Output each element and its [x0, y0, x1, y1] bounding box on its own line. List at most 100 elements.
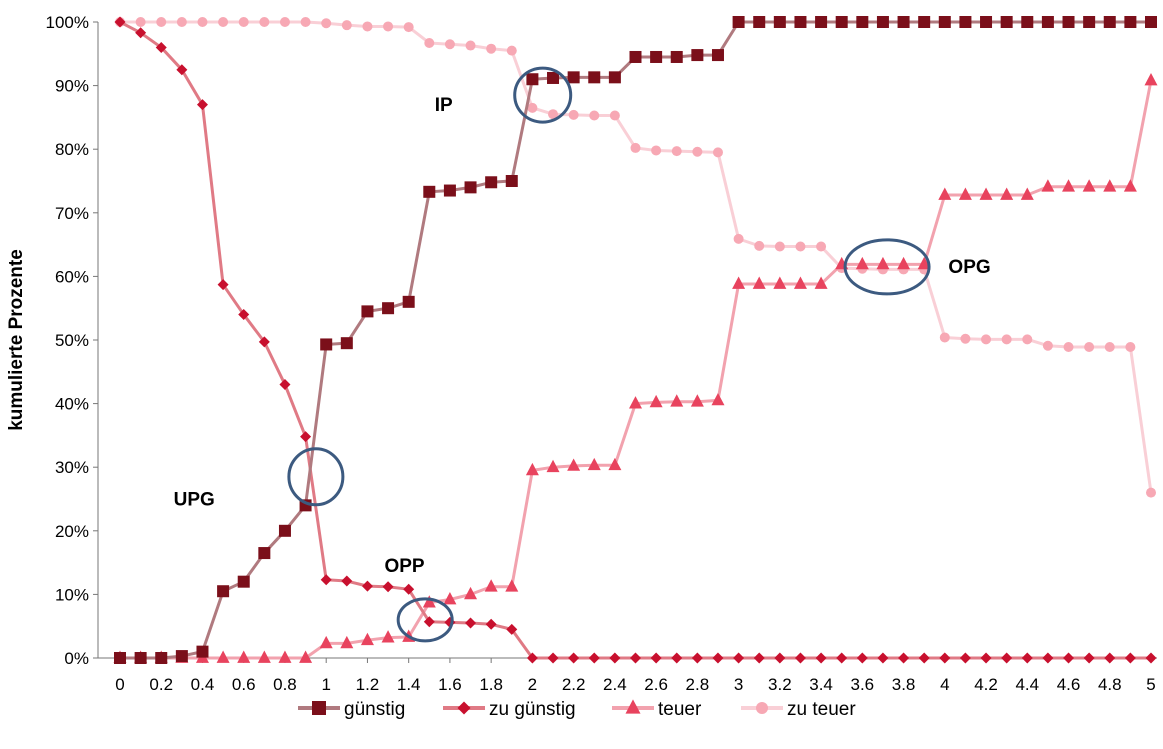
- data-point-zu-günstig: [155, 41, 167, 53]
- data-point-zu-teuer: [1063, 341, 1074, 352]
- data-point-günstig: [794, 16, 807, 28]
- x-tick-label: 2.6: [644, 675, 668, 694]
- data-point-zu-teuer: [362, 21, 373, 32]
- data-point-günstig: [1145, 16, 1157, 28]
- y-tick-label: 30%: [55, 458, 89, 477]
- data-point-zu-günstig: [877, 652, 889, 664]
- data-point-günstig: [567, 71, 580, 84]
- data-point-zu-teuer: [981, 334, 992, 345]
- data-point-teuer: [525, 462, 539, 476]
- data-point-zu-teuer: [341, 20, 352, 31]
- series-günstig: [114, 16, 1157, 664]
- data-point-zu-günstig: [671, 652, 683, 664]
- y-tick-label: 90%: [55, 77, 89, 96]
- legend-item-zu-teuer: zu teuer: [741, 699, 856, 720]
- data-point-zu-teuer: [321, 18, 332, 29]
- data-point-zu-teuer: [609, 110, 620, 121]
- data-point-zu-günstig: [258, 336, 270, 348]
- data-point-zu-günstig: [650, 652, 662, 664]
- data-point-zu-günstig: [939, 652, 951, 664]
- data-point-zu-teuer: [259, 17, 270, 27]
- data-point-günstig: [980, 16, 993, 28]
- data-point-teuer: [958, 187, 972, 200]
- data-point-zu-günstig: [547, 652, 559, 664]
- y-tick-label: 40%: [55, 395, 89, 414]
- data-point-teuer: [649, 394, 663, 408]
- data-point-günstig: [340, 337, 353, 350]
- data-point-günstig: [485, 176, 498, 189]
- y-axis-label: kumulierte Prozente: [6, 249, 27, 431]
- data-point-zu-teuer: [135, 17, 146, 27]
- data-point-zu-teuer: [506, 45, 517, 56]
- data-point-teuer: [443, 592, 457, 605]
- data-point-teuer: [360, 632, 374, 646]
- y-tick-label: 0%: [64, 649, 89, 668]
- data-point-günstig: [711, 49, 724, 62]
- legend-label-teuer: teuer: [658, 699, 702, 720]
- data-point-günstig: [114, 652, 126, 664]
- data-point-zu-teuer: [465, 40, 476, 51]
- data-point-günstig: [732, 16, 745, 28]
- highlight-circle-opp: [396, 597, 454, 643]
- data-point-teuer: [917, 256, 931, 270]
- data-point-zu-teuer: [383, 21, 394, 32]
- data-point-zu-teuer: [444, 39, 455, 50]
- data-point-zu-teuer: [403, 22, 414, 33]
- data-point-zu-teuer: [1146, 487, 1156, 498]
- data-point-teuer: [979, 187, 993, 200]
- data-point-günstig: [815, 16, 828, 28]
- data-point-günstig: [237, 575, 250, 588]
- x-tick-label: 3.4: [809, 675, 833, 694]
- data-point-teuer: [257, 650, 271, 663]
- data-point-zu-teuer: [176, 17, 187, 27]
- axes: 0% 10% 20% 30% 40% 50% 60% 70% 80% 90% 100% 0 0.2 0.4…: [6, 13, 1157, 694]
- data-point-günstig: [382, 302, 395, 315]
- legend-marker-zu-teuer: [756, 702, 768, 714]
- data-point-zu-günstig: [712, 652, 724, 664]
- data-point-zu-teuer: [1104, 341, 1115, 352]
- data-point-zu-günstig: [135, 27, 147, 39]
- data-point-zu-günstig: [568, 652, 580, 664]
- series-line-zu-teuer: [120, 20, 1153, 493]
- x-tick-label: 0.4: [191, 675, 215, 694]
- data-point-günstig: [175, 650, 188, 663]
- data-point-teuer: [1041, 179, 1055, 192]
- data-point-zu-teuer: [424, 37, 435, 48]
- data-point-zu-teuer: [733, 233, 744, 244]
- x-tick-label: 1: [321, 675, 330, 694]
- legend: günstig zu günstig teuer zu teuer: [298, 699, 856, 720]
- data-point-teuer: [1082, 179, 1096, 192]
- highlight-circle-opg: [843, 238, 931, 296]
- series-group: [113, 16, 1158, 664]
- data-point-teuer: [793, 276, 807, 289]
- data-point-zu-teuer: [486, 43, 497, 54]
- x-tick-label: 1.4: [397, 675, 421, 694]
- data-point-günstig: [959, 16, 972, 28]
- data-point-teuer: [897, 256, 911, 270]
- data-point-zu-teuer: [960, 333, 971, 344]
- data-point-teuer: [773, 276, 787, 289]
- data-point-zu-günstig: [1063, 652, 1075, 664]
- annotation-opg: OPG: [948, 257, 990, 278]
- data-point-günstig: [443, 184, 456, 197]
- x-tick-label: 3: [734, 675, 743, 694]
- x-tick-label: 4.2: [974, 675, 998, 694]
- data-point-zu-günstig: [1124, 652, 1136, 664]
- data-point-zu-günstig: [691, 652, 703, 664]
- data-point-günstig: [464, 181, 477, 194]
- y-tick-label: 100%: [46, 13, 89, 32]
- data-point-günstig: [588, 71, 601, 84]
- data-point-zu-günstig: [836, 652, 848, 664]
- data-point-günstig: [278, 524, 291, 537]
- data-point-zu-günstig: [856, 652, 868, 664]
- data-point-günstig: [856, 16, 869, 28]
- data-point-teuer: [319, 635, 333, 649]
- data-point-günstig: [423, 185, 436, 198]
- x-tick-label: 0.2: [149, 675, 173, 694]
- data-point-teuer: [876, 256, 890, 270]
- data-point-günstig: [1000, 16, 1013, 28]
- data-point-zu-teuer: [218, 17, 229, 27]
- x-tick-label: 1.6: [438, 675, 462, 694]
- data-point-zu-günstig: [733, 652, 745, 664]
- annotation-upg: UPG: [174, 489, 215, 510]
